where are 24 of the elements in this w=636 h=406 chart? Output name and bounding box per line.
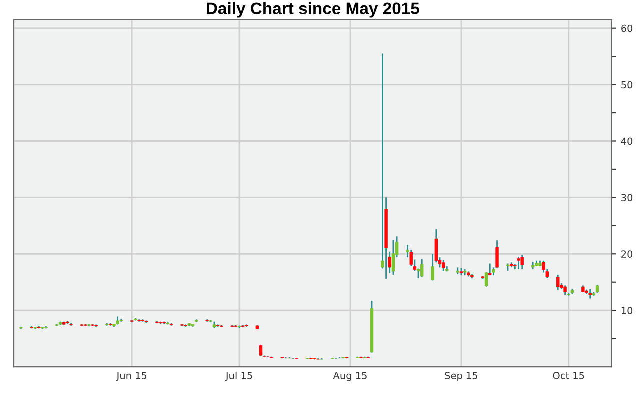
y-tick-label: 20 xyxy=(622,250,633,258)
x-tick-label: Sep 15 xyxy=(445,372,478,382)
candlestick xyxy=(259,344,263,357)
candlestick xyxy=(410,249,413,267)
candlestick xyxy=(564,285,567,296)
y-tick-label: 30 xyxy=(622,194,633,202)
x-tick-label: Jun 15 xyxy=(116,372,147,382)
candlestick xyxy=(520,254,524,270)
x-tick-label: Oct 15 xyxy=(553,372,584,380)
chart-title: Daily Chart since May 2015 xyxy=(207,2,420,18)
candlestick xyxy=(517,256,520,270)
y-tick-label: 50 xyxy=(622,81,633,89)
candlestick xyxy=(442,260,446,272)
candlestick xyxy=(588,288,592,300)
candlestick xyxy=(420,258,424,278)
candlestick xyxy=(392,239,396,276)
candlestick xyxy=(431,253,434,282)
x-tick-label: Jul 15 xyxy=(225,372,252,382)
candlestick xyxy=(496,240,499,269)
y-tick-label: 40 xyxy=(621,138,633,146)
x-tick-label: Aug 15 xyxy=(333,372,367,382)
candlestick xyxy=(556,274,560,291)
y-tick-label: 10 xyxy=(622,307,633,314)
y-tick-label: 60 xyxy=(622,24,633,32)
